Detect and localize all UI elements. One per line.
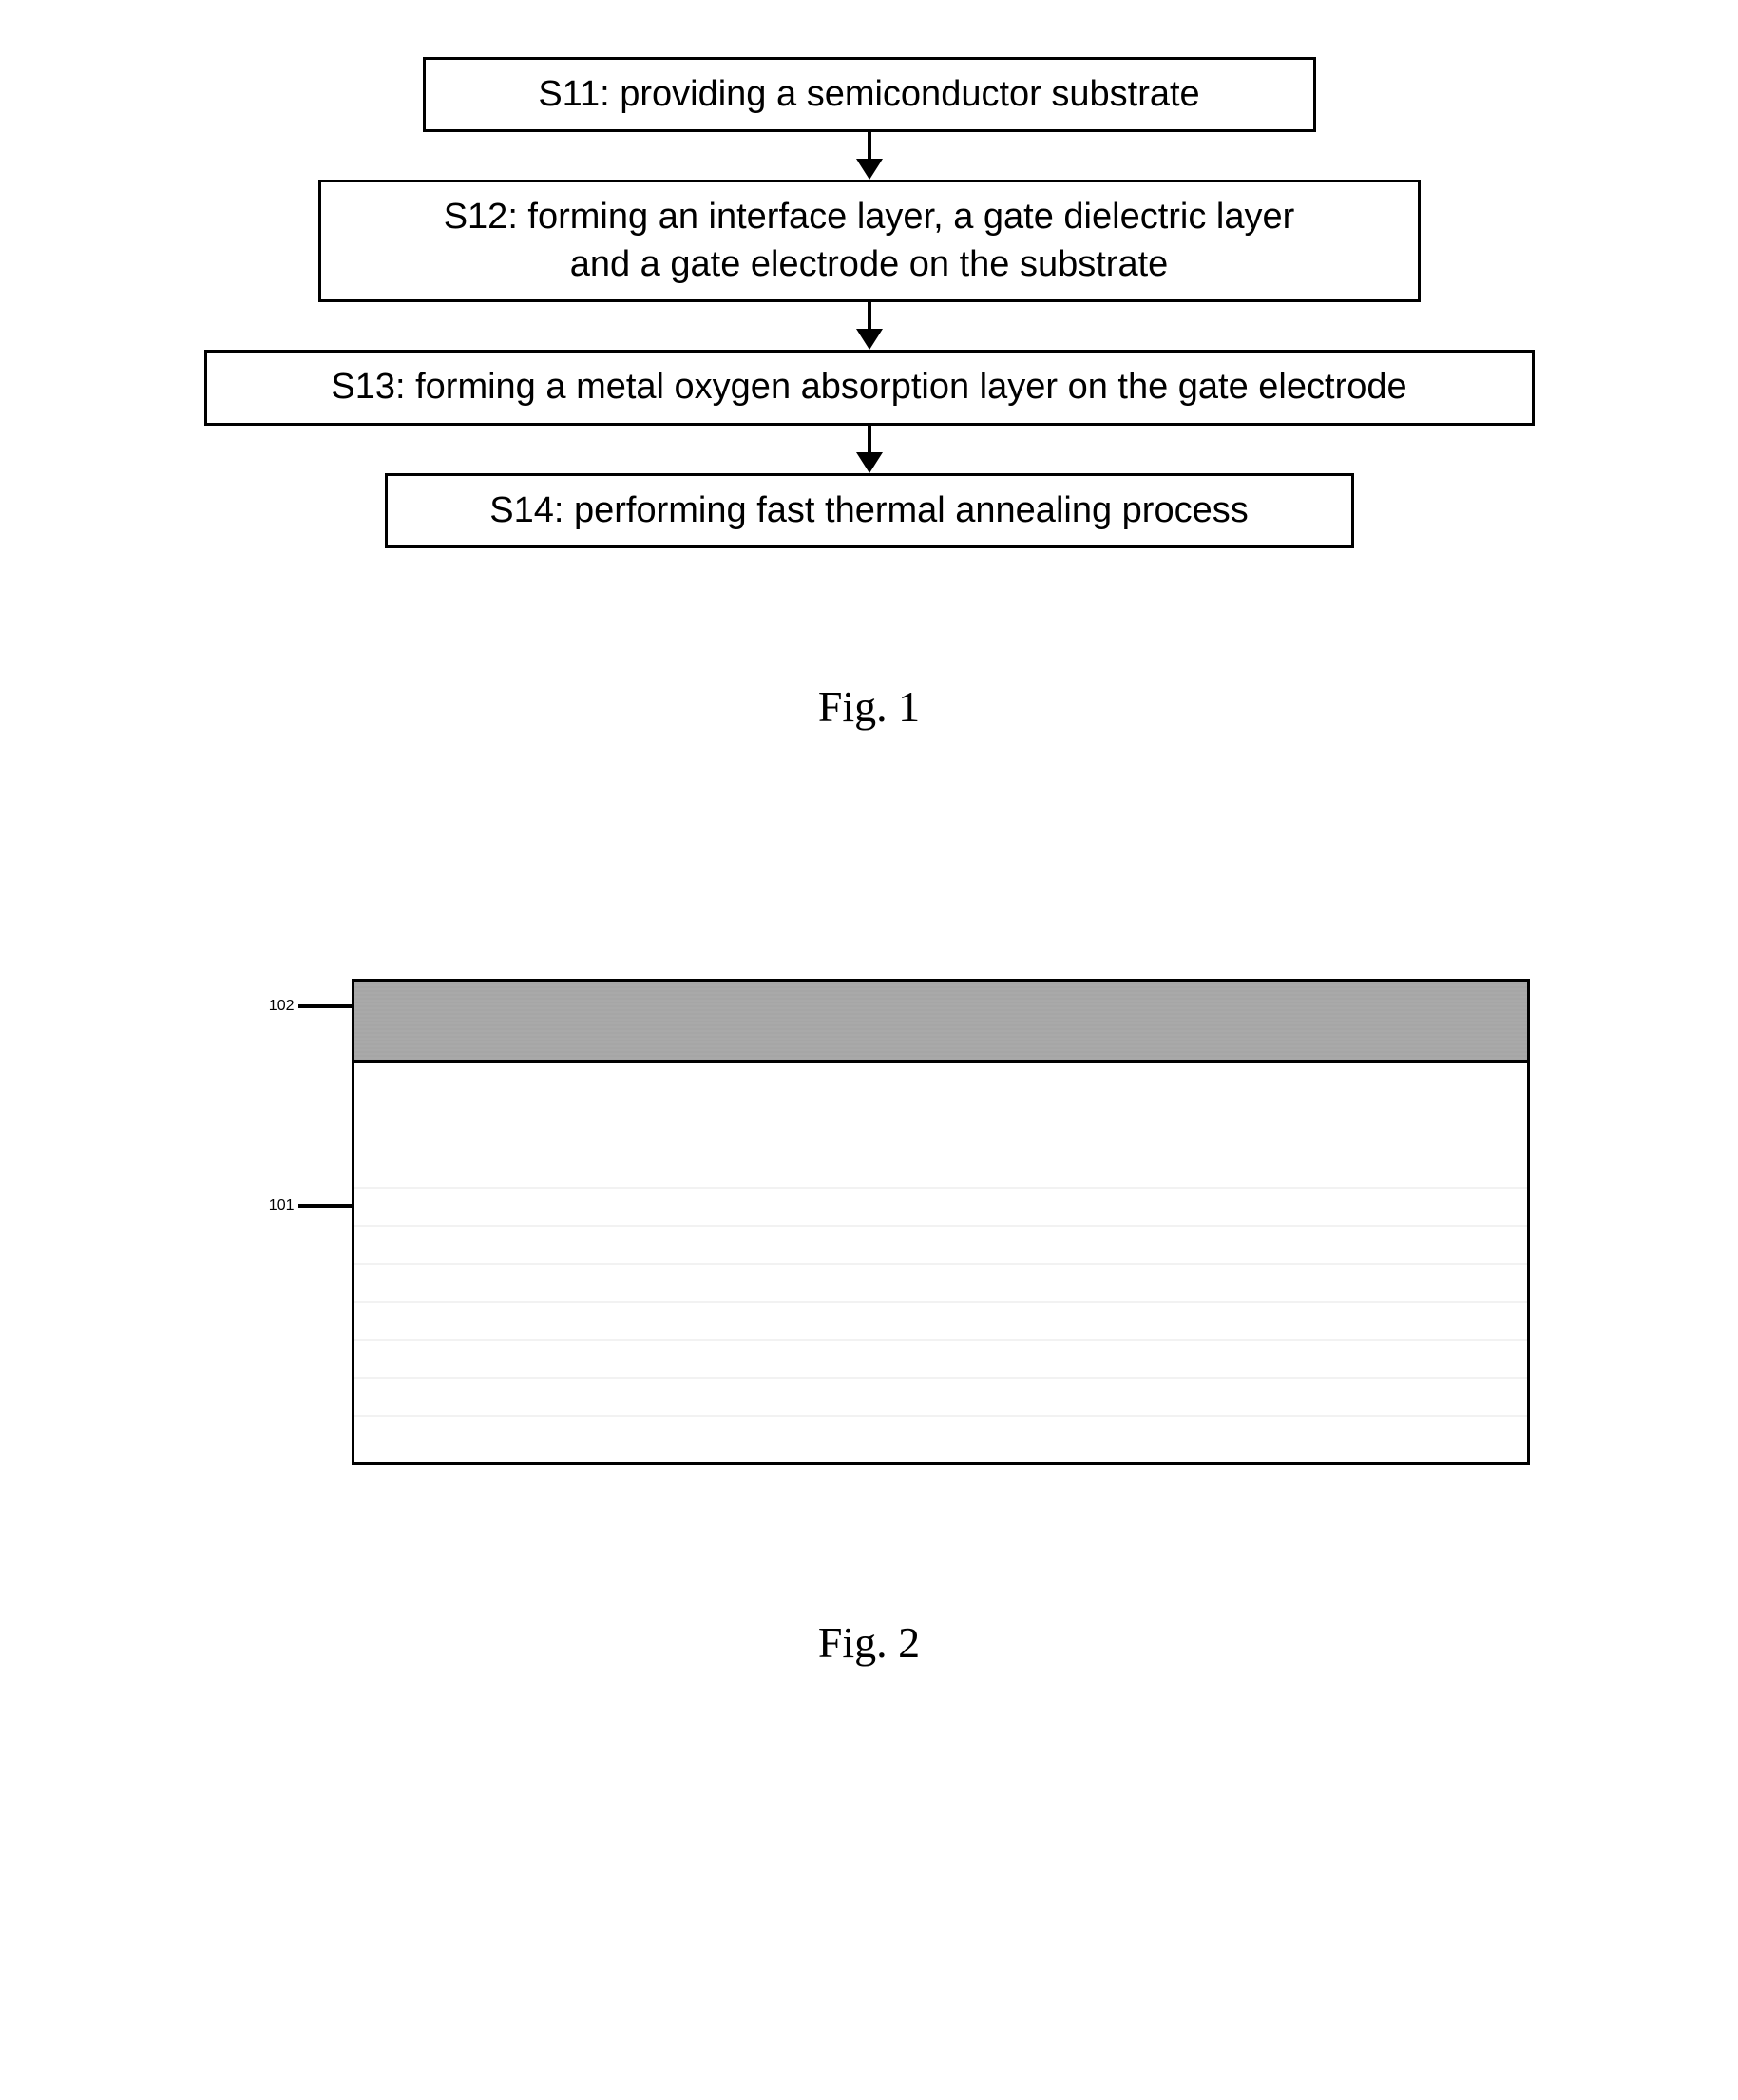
layer-label-101-text: 101 xyxy=(269,1197,295,1214)
figure-2: 102 101 xyxy=(38,979,1700,1465)
layer-label-101: 101 xyxy=(269,1197,352,1214)
arrow-shaft xyxy=(868,302,871,329)
flow-step-s14-text: S14: performing fast thermal annealing p… xyxy=(489,487,1248,534)
flow-arrow xyxy=(856,132,883,180)
leader-line xyxy=(298,1004,352,1008)
layer-101 xyxy=(354,1063,1527,1462)
flow-step-s11: S11: providing a semiconductor substrate xyxy=(423,57,1316,132)
arrow-head-icon xyxy=(856,159,883,180)
hatch-pattern xyxy=(354,1187,1527,1453)
flow-step-s11-text: S11: providing a semiconductor substrate xyxy=(538,71,1199,118)
figure-1-caption: Fig. 1 xyxy=(818,681,920,732)
layer-label-102-text: 102 xyxy=(269,998,295,1015)
arrow-head-icon xyxy=(856,329,883,350)
fig2-label-column: 102 101 xyxy=(209,979,352,1463)
flow-step-s13-text: S13: forming a metal oxygen absorption l… xyxy=(331,364,1406,410)
layer-label-102: 102 xyxy=(269,998,352,1015)
leader-line xyxy=(298,1204,352,1208)
figure-1: S11: providing a semiconductor substrate… xyxy=(38,57,1700,732)
layer-stack xyxy=(352,979,1530,1465)
flow-arrow xyxy=(856,426,883,473)
arrow-shaft xyxy=(868,426,871,452)
flow-step-s12: S12: forming an interface layer, a gate … xyxy=(318,180,1421,302)
flowchart: S11: providing a semiconductor substrate… xyxy=(38,57,1700,548)
flow-arrow xyxy=(856,302,883,350)
figure-2-caption: Fig. 2 xyxy=(38,1617,1700,1668)
arrow-head-icon xyxy=(856,452,883,473)
flow-step-s14: S14: performing fast thermal annealing p… xyxy=(385,473,1354,548)
flow-step-s12-text: S12: forming an interface layer, a gate … xyxy=(444,194,1295,288)
flow-step-s13: S13: forming a metal oxygen absorption l… xyxy=(204,350,1535,425)
arrow-shaft xyxy=(868,132,871,159)
layer-102 xyxy=(354,982,1527,1063)
